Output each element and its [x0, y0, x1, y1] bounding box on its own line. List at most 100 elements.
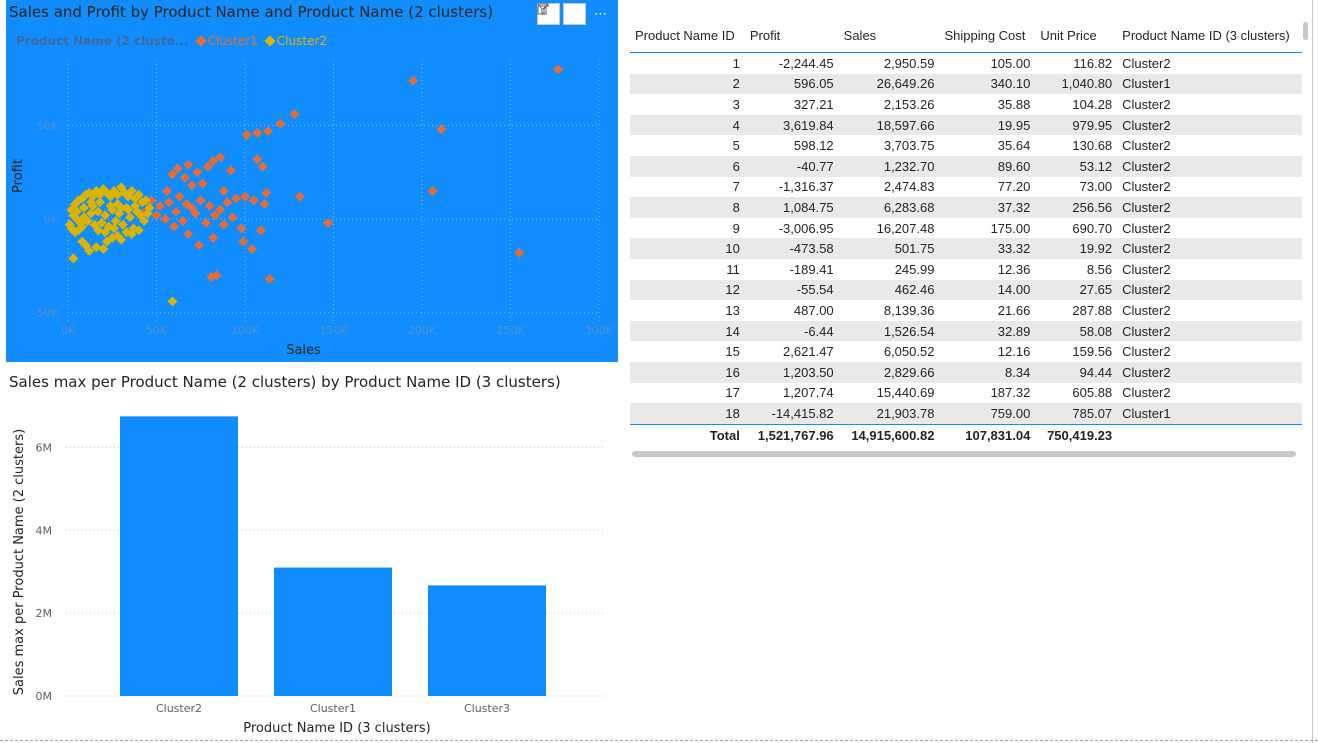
- table-cell: 21.66: [997, 302, 1031, 318]
- table-cell: 18: [630, 403, 745, 425]
- table-row[interactable]: 16 1,203.50 2,829.66 8.34 94.44 Cluster2: [630, 361, 1302, 383]
- scatter-point-cluster2: [112, 189, 123, 200]
- column-header[interactable]: Product Name ID: [630, 18, 745, 53]
- table-row[interactable]: 17 1,207.74 15,440.69 187.32 605.88 Cluster2: [630, 383, 1302, 404]
- vertical-scrollbar[interactable]: [1303, 22, 1308, 40]
- table-total-cell: Total: [630, 423, 745, 447]
- table-row[interactable]: 10 -473.58 501.75 33.32 19.92 Cluster2: [630, 238, 1302, 259]
- table-cell: 17: [725, 385, 740, 401]
- scatter-point-cluster1: [553, 64, 564, 75]
- data-table-card[interactable]: Product Name ID Profit Sales Shipping Co…: [630, 18, 1302, 463]
- table-cell: 7: [732, 179, 740, 195]
- legend-item-cluster2[interactable]: Cluster2: [264, 34, 327, 48]
- scatter-point-cluster2: [139, 215, 150, 226]
- table-cell: 690.70: [1072, 220, 1113, 236]
- scatter-point-cluster1: [151, 210, 162, 221]
- scatter-point-cluster1: [204, 201, 215, 211]
- table-row[interactable]: 8 1,084.75 6,283.68 37.32 256.56 Cluster2: [630, 197, 1302, 218]
- x-tick-label: 150K: [319, 324, 348, 337]
- bar-cluster3: [428, 585, 546, 696]
- table-row[interactable]: 3 327.21 2,153.26 35.88 104.28 Cluster2: [630, 94, 1302, 115]
- table-cell: 16,207.48: [876, 220, 935, 236]
- table-row[interactable]: 5 598.12 3,703.75 35.64 130.68 Cluster2: [630, 135, 1302, 156]
- table-cell: 94.44: [1035, 361, 1118, 383]
- table-cell: 3,619.84: [744, 114, 839, 136]
- table-cell: Cluster1: [1117, 403, 1302, 425]
- scatter-point-cluster1: [263, 126, 273, 137]
- table-cell: 73.00: [1079, 179, 1113, 195]
- scatter-point-cluster2: [96, 217, 107, 228]
- scatter-point-cluster1: [238, 236, 249, 247]
- bar-chart-card[interactable]: 0M 2M 4M 6M Cluster2 Cluster1 Cluster3 Product …: [6, 366, 618, 743]
- scatter-point-cluster1: [231, 193, 242, 204]
- table-row[interactable]: 6 -40.77 1,232.70 89.60 53.12 Cluster2: [630, 155, 1302, 177]
- x-axis-title: Product Name ID (3 clusters): [243, 721, 430, 736]
- table-row[interactable]: 13 487.00 8,139.36 21.66 287.88 Cluster2: [630, 300, 1302, 321]
- table-cell: 12.16: [997, 344, 1031, 360]
- table-cell: 37.32: [939, 197, 1036, 218]
- table-cell: 6,050.52: [883, 344, 935, 360]
- scatter-point-cluster1: [215, 204, 226, 215]
- table-cell: 979.95: [1035, 114, 1118, 136]
- table-cell: 287.88: [1072, 302, 1113, 318]
- column-header[interactable]: Profit: [744, 18, 839, 53]
- scatter-point-cluster2: [110, 215, 121, 226]
- legend-item-cluster1[interactable]: Cluster1: [194, 34, 258, 48]
- table-row[interactable]: 15 2,621.47 6,050.52 12.16 159.56 Cluster2: [630, 341, 1302, 362]
- column-header[interactable]: Product Name ID (3 clusters): [1117, 18, 1302, 53]
- table-row[interactable]: 12 -55.54 462.46 14.00 27.65 Cluster2: [630, 279, 1302, 301]
- table-row[interactable]: 14 -6.44 1,526.54 32.89 58.08 Cluster2: [630, 320, 1302, 342]
- table-cell: Cluster2: [1122, 261, 1171, 277]
- table-cell: 1: [732, 55, 740, 71]
- table-row[interactable]: 4 3,619.84 18,597.66 19.95 979.95 Cluster2: [630, 114, 1302, 136]
- table-row[interactable]: 11 -189.41 245.99 12.36 8.56 Cluster2: [630, 259, 1302, 280]
- scatter-point-cluster1: [202, 161, 213, 172]
- table-cell: 6,283.68: [838, 197, 940, 218]
- scatter-point-cluster1: [163, 197, 174, 208]
- more-options-icon[interactable]: ⋯: [594, 6, 607, 22]
- table-cell: 35.88: [997, 96, 1031, 112]
- table-row[interactable]: 7 -1,316.37 2,474.83 77.20 73.00 Cluster2: [630, 177, 1302, 198]
- column-header[interactable]: Sales: [838, 18, 940, 53]
- table-cell: 1,040.80: [1035, 73, 1118, 95]
- column-header[interactable]: Unit Price: [1035, 18, 1118, 53]
- focus-mode-icon[interactable]: [537, 3, 586, 25]
- scatter-point-cluster1: [225, 165, 236, 176]
- scatter-point-cluster1: [294, 191, 305, 202]
- table-cell: 4: [630, 114, 745, 136]
- table-row[interactable]: 9 -3,006.95 16,207.48 175.00 690.70 Cluster2: [630, 218, 1302, 239]
- bar-chart[interactable]: 0M 2M 4M 6M Cluster2 Cluster1 Cluster3 Product …: [6, 366, 618, 743]
- horizontal-scrollbar[interactable]: [632, 451, 1296, 457]
- y-tick-label: 0K: [44, 213, 59, 226]
- y-tick-label: 2M: [36, 607, 53, 620]
- table-cell: 340.10: [939, 73, 1036, 95]
- scatter-point-cluster1: [427, 186, 438, 196]
- table-cell: Cluster2: [1122, 55, 1171, 71]
- scatter-point-cluster2: [128, 223, 139, 234]
- table-header-row: Product Name ID Profit Sales Shipping Co…: [630, 18, 1302, 53]
- table-cell: 26,649.26: [838, 73, 940, 95]
- scatter-plot[interactable]: 0K 50K 100K 150K 200K 250K 300K-50K0K50KSalesP…: [6, 0, 618, 362]
- table-cell: 2: [630, 73, 745, 95]
- table-row[interactable]: 2 596.05 26,649.26 340.10 1,040.80 Cluster1: [630, 73, 1302, 95]
- table-row[interactable]: 1 -2,244.45 2,950.59 105.00 116.82 Cluster2: [630, 53, 1302, 74]
- divider: [1312, 0, 1313, 743]
- column-header[interactable]: Shipping Cost: [939, 18, 1036, 53]
- scatter-legend: Product Name (2 cluste... Cluster1 Clust…: [16, 34, 327, 48]
- table-row[interactable]: 18 -14,415.82 21,903.78 759.00 785.07 Cluster…: [630, 403, 1302, 425]
- table-cell: -40.77: [744, 155, 839, 177]
- scatter-point-cluster2: [84, 245, 95, 256]
- table-cell: Cluster2: [1117, 238, 1302, 259]
- scatter-point-cluster1: [218, 219, 229, 230]
- scatter-point-cluster1: [209, 210, 220, 221]
- scatter-point-cluster1: [167, 169, 178, 180]
- table-cell: Cluster2: [1122, 302, 1171, 318]
- table-total-cell: 107,831.04: [939, 423, 1036, 447]
- divider: [0, 740, 1318, 741]
- y-axis-title: Sales max per Product Name (2 clusters): [12, 429, 27, 695]
- x-tick-label: 250K: [496, 324, 525, 337]
- table-cell: 596.05: [744, 73, 839, 95]
- table-cell: -6.44: [744, 320, 839, 342]
- scatter-chart-card[interactable]: 0K 50K 100K 150K 200K 250K 300K -50K 0K 50K Sales P…: [6, 0, 618, 362]
- scatter-point-cluster1: [155, 201, 165, 211]
